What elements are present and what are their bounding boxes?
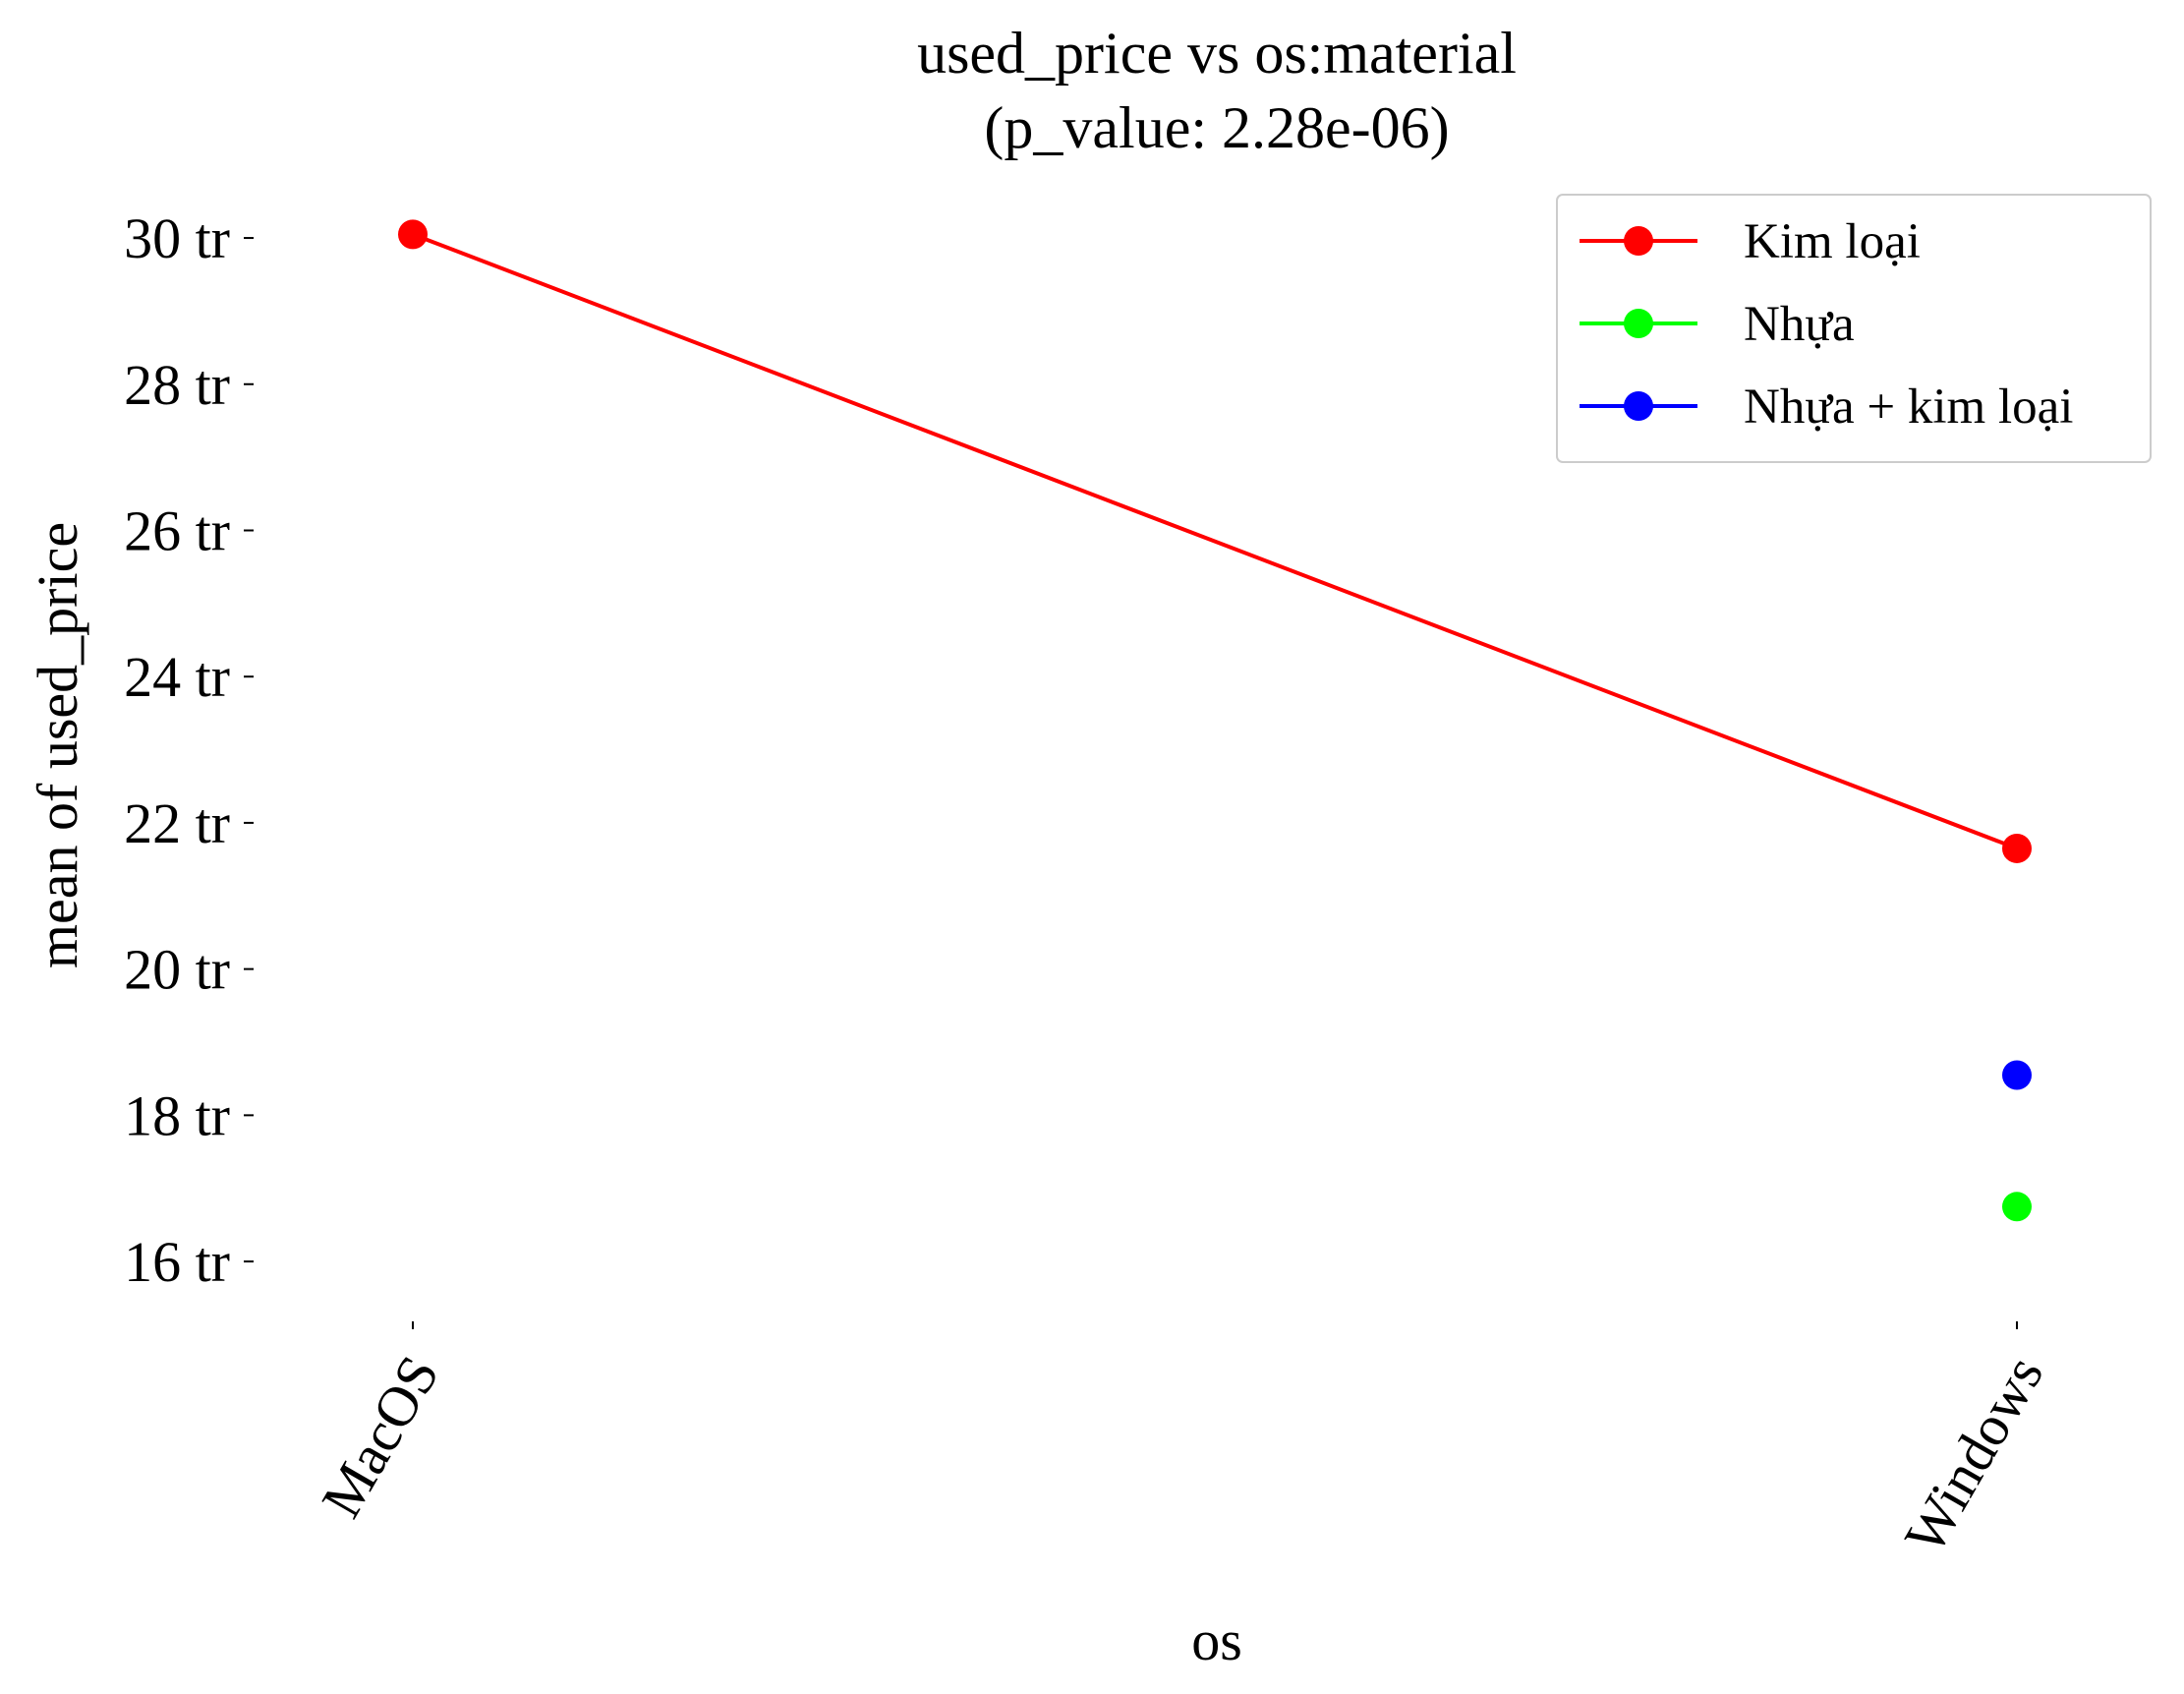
legend-marker: [1624, 391, 1653, 421]
data-point: [2002, 1060, 2032, 1090]
legend-label: Kim loại: [1744, 214, 1921, 269]
y-tick-label: 26 tr: [124, 498, 230, 562]
y-tick-label: 30 tr: [124, 206, 230, 270]
y-tick-label: 22 tr: [124, 791, 230, 855]
y-tick-label: 24 tr: [124, 645, 230, 709]
legend-label: Nhựa: [1744, 297, 1855, 352]
data-point: [2002, 1192, 2032, 1222]
y-tick-label: 28 tr: [124, 353, 230, 417]
y-tick-label: 16 tr: [124, 1230, 230, 1294]
y-axis-label: mean of used_price: [26, 522, 89, 968]
series-layer: [398, 219, 2032, 1222]
legend-label: Nhựa + kim loại: [1744, 380, 2073, 435]
legend-box: [1556, 194, 2152, 463]
y-tick-label: 20 tr: [124, 938, 230, 1002]
series-line: [412, 232, 2018, 850]
data-point: [2002, 833, 2032, 863]
legend: Kim loại Nhựa Nhựa + kim loại: [1556, 194, 2152, 463]
x-tick-label: Windows: [1892, 1345, 2055, 1564]
x-axis-label: os: [1191, 1608, 1242, 1672]
y-axis: 16 tr 18 tr 20 tr 22 tr 24 tr 26 tr 28 tr 30 tr: [124, 206, 254, 1294]
y-tick-label: 18 tr: [124, 1083, 230, 1147]
legend-marker: [1624, 226, 1653, 256]
chart-subtitle: (p_value: 2.28e-06): [984, 95, 1449, 160]
data-point: [398, 219, 428, 250]
x-axis: MacOS Windows: [309, 1321, 2055, 1564]
x-tick-label: MacOS: [309, 1345, 451, 1528]
legend-marker: [1624, 309, 1653, 338]
chart-title: used_price vs os:material: [917, 21, 1517, 86]
